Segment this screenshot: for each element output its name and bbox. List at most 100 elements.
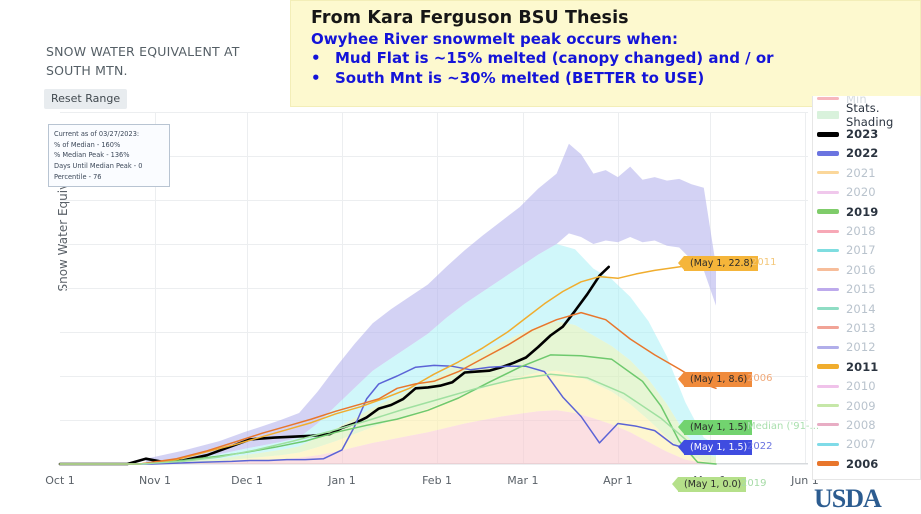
gridline-vertical xyxy=(804,112,806,464)
current-conditions-info-box: Current as of 03/27/2023: % of Median - 1… xyxy=(48,124,170,188)
gridline-horizontal xyxy=(60,464,808,465)
legend-label: Min xyxy=(846,96,867,106)
legend-item-statsshading[interactable]: Stats. Shading xyxy=(813,101,920,129)
legend-item-2006[interactable]: 2006 xyxy=(813,454,920,473)
legend-swatch xyxy=(817,287,839,291)
banner-bullet-item: • South Mnt is ~30% melted (BETTER to US… xyxy=(311,69,920,88)
info-box-line: % Median Peak - 136% xyxy=(54,151,130,160)
x-axis-tick-label: Nov 1 xyxy=(139,474,172,487)
legend-item-2010[interactable]: 2010 xyxy=(813,376,920,395)
stats-shading-band xyxy=(145,370,717,464)
stats-shading-band xyxy=(145,244,717,464)
annotation-series-label: 2019 xyxy=(741,478,767,489)
bullet-marker-icon: • xyxy=(311,68,321,87)
legend-label: 2008 xyxy=(846,417,876,432)
legend-swatch xyxy=(817,131,839,137)
gridline-vertical xyxy=(247,112,248,464)
chart-series-lines xyxy=(58,262,717,466)
legend-label: 2021 xyxy=(846,165,876,180)
series-line-2022 xyxy=(59,364,717,465)
x-axis-tick-label: Oct 1 xyxy=(45,474,75,487)
legend-item-2018[interactable]: 2018 xyxy=(813,221,920,240)
legend-swatch xyxy=(817,248,839,252)
series-line-2023 xyxy=(58,265,610,466)
chart-annotation-flag: (May 1, 1.5) xyxy=(677,420,753,435)
legend-label: 2009 xyxy=(846,398,876,413)
gridline-vertical xyxy=(342,112,344,464)
legend-label: 2007 xyxy=(846,437,876,452)
banner-title: From Kara Ferguson BSU Thesis xyxy=(311,8,629,28)
legend-swatch xyxy=(817,326,839,330)
x-axis-tick-label: Dec 1 xyxy=(231,474,263,487)
series-line-median91 xyxy=(59,373,717,465)
stats-shading-band xyxy=(145,143,717,463)
legend-label: 2014 xyxy=(846,301,876,316)
legend-swatch xyxy=(817,461,839,467)
legend-item-2009[interactable]: 2009 xyxy=(813,396,920,415)
info-box-line: Current as of 03/27/2023: xyxy=(54,130,140,138)
annotation-value-label: (May 1, 1.5) xyxy=(690,421,748,433)
x-axis-tick-label: Jun 1 xyxy=(791,474,819,487)
chart-legend[interactable]: Min Stats. Shading 2023 2022 2021 2020 2019 201… xyxy=(812,96,921,480)
gridline-horizontal xyxy=(60,156,808,157)
x-axis-tick-label: Apr 1 xyxy=(603,474,633,487)
banner-subtitle: Owyhee River snowmelt peak occurs when: xyxy=(311,30,678,48)
legend-item-2007[interactable]: 2007 xyxy=(813,435,920,454)
legend-item-2008[interactable]: 2008 xyxy=(813,415,920,434)
legend-label: 2012 xyxy=(846,340,876,355)
annotation-series-label: 2011 xyxy=(751,257,777,268)
legend-item-2022[interactable]: 2022 xyxy=(813,144,920,163)
annotation-value-label: (May 1, 22.8) xyxy=(690,257,754,269)
legend-item-2021[interactable]: 2021 xyxy=(813,163,920,182)
legend-swatch xyxy=(817,364,839,370)
usda-logo: USDA xyxy=(814,484,882,513)
legend-swatch xyxy=(817,307,839,311)
legend-swatch xyxy=(817,268,839,272)
banner-bullet-list: • Mud Flat is ~15% melted (canopy change… xyxy=(303,49,920,88)
legend-item-2019[interactable]: 2019 xyxy=(813,202,920,221)
chart-annotation-flag: (May 1, 1.5) xyxy=(677,440,753,455)
chart-plot-area[interactable]: Snow Water Equivalent (in.) 051015202530… xyxy=(45,112,819,487)
legend-label: 2016 xyxy=(846,262,876,277)
legend-swatch xyxy=(817,110,839,119)
legend-label: 2011 xyxy=(846,359,879,374)
legend-label: 2017 xyxy=(846,243,876,258)
legend-label: Stats. Shading xyxy=(846,100,894,129)
legend-label: 2018 xyxy=(846,224,876,239)
legend-swatch xyxy=(817,442,839,446)
x-axis-tick-label: Mar 1 xyxy=(507,474,539,487)
legend-swatch xyxy=(817,209,839,215)
stats-shading-band xyxy=(145,321,717,464)
gridline-horizontal xyxy=(60,200,808,201)
annotation-value-label: (May 1, 0.0) xyxy=(684,478,742,490)
x-axis-tick-label: Jan 1 xyxy=(328,474,356,487)
reset-range-button[interactable]: Reset Range xyxy=(44,89,128,109)
legend-label: 2010 xyxy=(846,379,876,394)
legend-swatch xyxy=(817,150,839,156)
legend-item-2012[interactable]: 2012 xyxy=(813,338,920,357)
legend-swatch xyxy=(817,345,839,349)
legend-item-2015[interactable]: 2015 xyxy=(813,280,920,299)
legend-item-2023[interactable]: 2023 xyxy=(813,124,920,143)
stats-shading-band xyxy=(145,410,717,464)
legend-swatch xyxy=(817,404,839,408)
legend-item-2017[interactable]: 2017 xyxy=(813,241,920,260)
legend-item-2016[interactable]: 2016 xyxy=(813,260,920,279)
legend-item-2011[interactable]: 2011 xyxy=(813,357,920,376)
series-line-2019 xyxy=(59,354,717,465)
legend-item-2014[interactable]: 2014 xyxy=(813,299,920,318)
page-title: SNOW WATER EQUIVALENT AT SOUTH MTN. xyxy=(46,44,240,79)
legend-swatch xyxy=(817,384,839,388)
chart-annotation-flag: (May 1, 8.6) xyxy=(677,372,753,387)
info-box-line: % of Median - 160% xyxy=(54,140,121,149)
legend-swatch xyxy=(817,229,839,233)
annotation-banner: From Kara Ferguson BSU Thesis Owyhee Riv… xyxy=(290,0,921,107)
gridline-horizontal xyxy=(60,244,808,245)
legend-item-2013[interactable]: 2013 xyxy=(813,318,920,337)
legend-label: 2013 xyxy=(846,320,876,335)
annotation-value-label: (May 1, 8.6) xyxy=(690,373,748,385)
legend-item-min[interactable]: Min xyxy=(813,96,920,106)
legend-item-2020[interactable]: 2020 xyxy=(813,183,920,202)
series-line-2006 xyxy=(59,311,717,465)
legend-label: 2015 xyxy=(846,282,876,297)
